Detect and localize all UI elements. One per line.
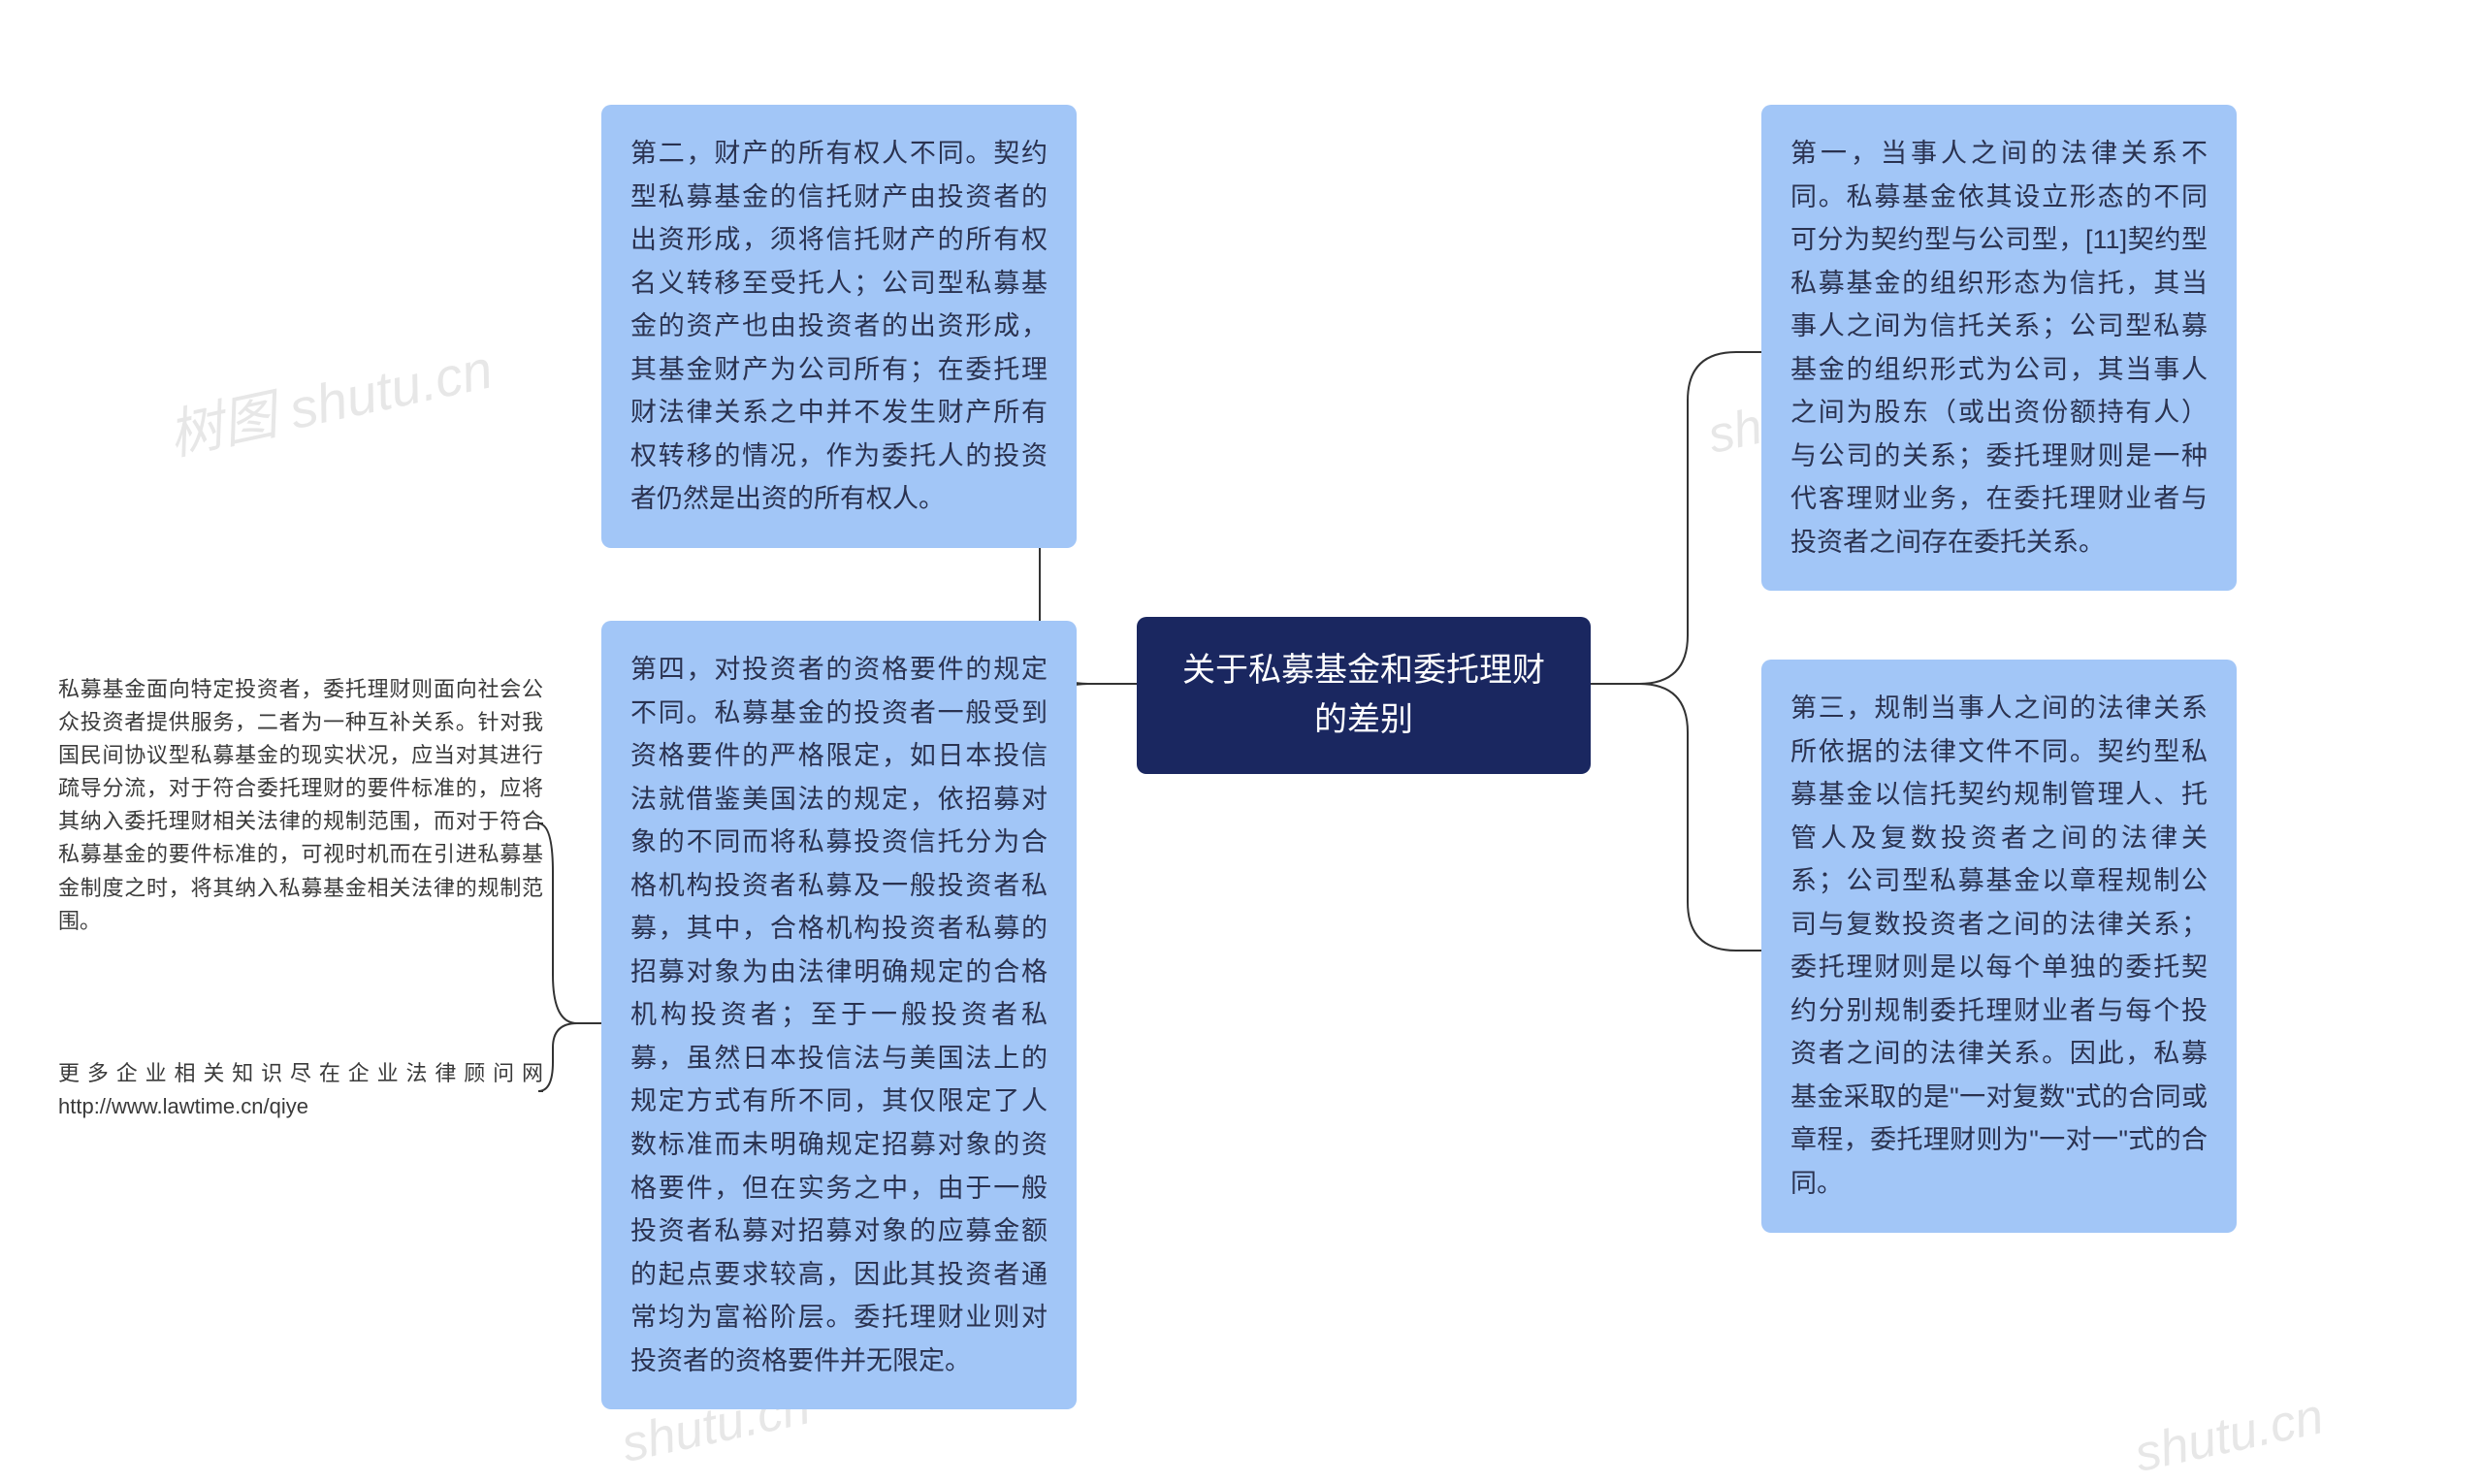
branch-text: 第二，财产的所有权人不同。契约型私募基金的信托财产由投资者的出资形成，须将信托财… [630, 139, 1048, 513]
leaf-text: 私募基金面向特定投资者，委托理财则面向社会公众投资者提供服务，二者为一种互补关系… [58, 677, 543, 933]
branch-node-l4: 第四，对投资者的资格要件的规定不同。私募基金的投资者一般受到资格要件的严格限定，… [601, 621, 1077, 1409]
watermark: shutu.cn [2130, 1387, 2329, 1484]
leaf-text: 更多企业相关知识尽在企业法律顾问网http://www.lawtime.cn/q… [58, 1061, 543, 1118]
center-node: 关于私募基金和委托理财的差别 [1137, 617, 1591, 774]
leaf-node-l4a: 私募基金面向特定投资者，委托理财则面向社会公众投资者提供服务，二者为一种互补关系… [58, 673, 543, 938]
branch-text: 第三，规制当事人之间的法律关系所依据的法律文件不同。契约型私募基金以信托契约规制… [1790, 694, 2208, 1198]
branch-text: 第一，当事人之间的法律关系不同。私募基金依其设立形态的不同可分为契约型与公司型，… [1790, 139, 2208, 557]
branch-text: 第四，对投资者的资格要件的规定不同。私募基金的投资者一般受到资格要件的严格限定，… [630, 655, 1048, 1375]
branch-node-r3: 第三，规制当事人之间的法律关系所依据的法律文件不同。契约型私募基金以信托契约规制… [1761, 660, 2237, 1233]
center-node-text: 关于私募基金和委托理财的差别 [1182, 652, 1545, 738]
branch-node-r1: 第一，当事人之间的法律关系不同。私募基金依其设立形态的不同可分为契约型与公司型，… [1761, 105, 2237, 591]
leaf-node-l4b: 更多企业相关知识尽在企业法律顾问网http://www.lawtime.cn/q… [58, 1057, 543, 1123]
branch-node-l2: 第二，财产的所有权人不同。契约型私募基金的信托财产由投资者的出资形成，须将信托财… [601, 105, 1077, 548]
watermark: 树图 shutu.cn [160, 326, 499, 471]
